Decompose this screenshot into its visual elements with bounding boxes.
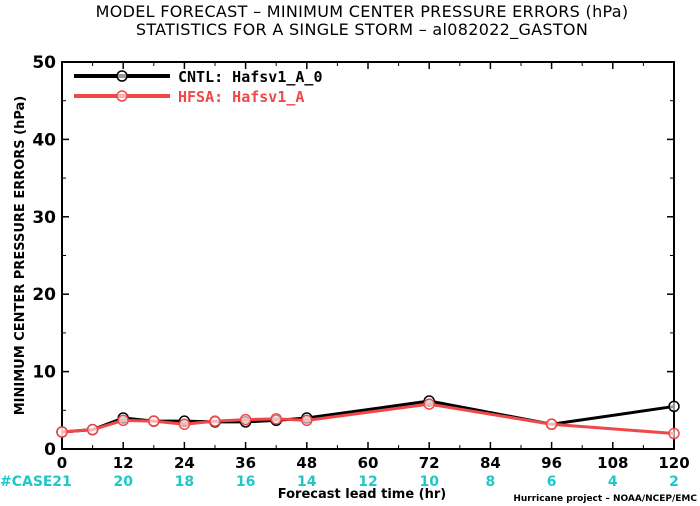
case-count: 10 xyxy=(419,474,439,490)
y-tick-label: 40 xyxy=(32,130,56,150)
x-tick-label: 108 xyxy=(597,454,628,472)
case-count: 21 xyxy=(52,474,71,490)
x-tick-label: 120 xyxy=(658,454,689,472)
case-count: 4 xyxy=(608,474,618,490)
legend-entry: HFSA: Hafsv1_A xyxy=(178,88,304,106)
y-axis-label: MINIMUM CENTER PRESSURE ERRORS (hPa) xyxy=(13,96,28,416)
x-axis-ticks: 0 12 24 36 48 60 72 84 96 108 120 xyxy=(57,62,690,472)
x-tick-label: 84 xyxy=(480,454,501,472)
chart-title: MODEL FORECAST – MINIMUM CENTER PRESSURE… xyxy=(96,2,629,21)
chart-subtitle: STATISTICS FOR A SINGLE STORM – al082022… xyxy=(136,20,588,40)
legend-swatch-marker xyxy=(116,70,128,82)
series-1-point xyxy=(423,398,435,410)
data-series xyxy=(56,395,680,440)
case-count: 12 xyxy=(358,474,377,490)
y-tick-label: 0 xyxy=(44,440,56,460)
case-count: 16 xyxy=(236,474,255,490)
series-1-point xyxy=(178,418,191,430)
case-count: 8 xyxy=(486,474,496,490)
case-count: 18 xyxy=(175,474,194,490)
x-tick-label: 96 xyxy=(541,454,562,472)
legend: CNTL: Hafsv1_A_0 HFSA: Hafsv1_A xyxy=(74,68,323,106)
x-tick-label: 72 xyxy=(419,454,440,472)
series-1-point xyxy=(148,415,160,427)
series-1-point xyxy=(668,427,680,440)
case-count: 14 xyxy=(297,474,317,490)
legend-entry: CNTL: Hafsv1_A_0 xyxy=(178,68,323,86)
plot-frame xyxy=(61,61,675,450)
case-counts: #CASE 21 20 18 16 14 12 10 8 6 4 2 xyxy=(0,474,679,490)
series-0-point xyxy=(668,400,680,413)
series-1-point xyxy=(86,423,99,436)
legend-swatch-marker xyxy=(116,90,128,102)
y-tick-label: 10 xyxy=(32,363,56,383)
series-1-point xyxy=(56,426,68,438)
x-axis-label: Forecast lead time (hr) xyxy=(278,487,446,502)
series-1-point xyxy=(209,415,221,427)
y-axis-label-group: MINIMUM CENTER PRESSURE ERRORS (hPa) xyxy=(13,96,28,416)
case-count: 6 xyxy=(547,474,557,490)
x-tick-label: 60 xyxy=(358,454,379,472)
credit-text: Hurricane project – NOAA/NCEP/EMC xyxy=(513,494,697,504)
x-tick-label: 36 xyxy=(235,454,256,472)
series-1-point xyxy=(545,418,558,430)
y-tick-label: 20 xyxy=(32,285,56,305)
case-count: 2 xyxy=(669,474,679,490)
case-label: #CASE xyxy=(0,474,53,490)
y-axis-ticks: 0 10 20 30 40 50 xyxy=(32,53,674,460)
x-tick-label: 48 xyxy=(296,454,317,472)
y-tick-label: 30 xyxy=(32,208,56,228)
plot-axes xyxy=(61,61,675,450)
series-1-point xyxy=(301,414,313,427)
series-1-point xyxy=(270,413,282,425)
case-count: 20 xyxy=(113,474,133,490)
series-1-point xyxy=(117,414,129,427)
x-tick-label: 0 xyxy=(57,454,67,472)
series-1-point xyxy=(239,413,252,426)
x-tick-label: 24 xyxy=(174,454,195,472)
y-tick-label: 50 xyxy=(32,53,56,73)
x-tick-label: 12 xyxy=(113,454,134,472)
